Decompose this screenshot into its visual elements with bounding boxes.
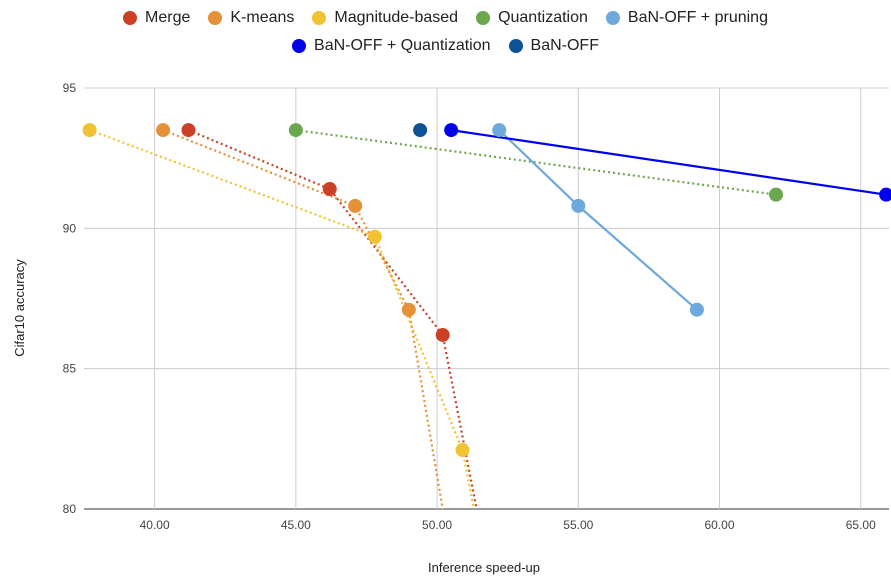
point-quantization xyxy=(769,187,784,202)
legend-label-ban-off: BaN-OFF xyxy=(530,37,599,54)
legend-item-ban-off-pruning: BaN-OFF + pruning xyxy=(605,9,768,27)
y-tick-label: 80 xyxy=(63,502,77,516)
legend-label-k-means: K-means xyxy=(230,9,295,26)
x-tick-label: 65.00 xyxy=(846,518,876,532)
legend-label-magnitude-based: Magnitude-based xyxy=(334,9,459,26)
point-k-means xyxy=(348,198,363,213)
point-merge xyxy=(322,182,337,197)
legend-item-merge: Merge xyxy=(123,9,190,27)
y-tick-label: 90 xyxy=(63,221,77,235)
legend-marker-quantization xyxy=(476,11,491,25)
point-ban-off-pruning xyxy=(571,198,586,213)
point-ban-off-quantization xyxy=(444,123,459,138)
series-lines xyxy=(89,129,887,509)
legend-item-quantization: Quantization xyxy=(476,9,588,27)
tick-labels: 80 85 90 95 40.00 45.00 50.00 55.00 60.00 65.00 xyxy=(63,81,876,532)
point-merge xyxy=(181,123,196,138)
point-ban-off xyxy=(413,123,428,138)
y-tick-label: 95 xyxy=(63,81,77,95)
legend-item-ban-off-quantization: BaN-OFF + Quantization xyxy=(292,37,491,55)
point-magnitude-based xyxy=(367,229,382,244)
legend: Merge K-means Magnitude-based Quantizati… xyxy=(0,4,891,60)
x-tick-label: 60.00 xyxy=(705,518,735,532)
point-ban-off-pruning xyxy=(689,302,704,317)
legend-marker-merge xyxy=(123,11,138,25)
series-line-ban-off-pruning xyxy=(498,129,698,311)
series-line-k-means xyxy=(162,129,444,509)
legend-label-merge: Merge xyxy=(145,9,191,26)
grid xyxy=(84,87,889,510)
point-k-means xyxy=(156,123,171,138)
legend-item-ban-off: BaN-OFF xyxy=(508,37,599,55)
legend-marker-k-means xyxy=(208,11,223,25)
y-tick-label: 85 xyxy=(63,362,77,376)
point-k-means xyxy=(401,302,416,317)
point-quantization xyxy=(288,123,303,138)
legend-row-2: BaN-OFF + Quantization BaN-OFF xyxy=(0,32,891,60)
y-axis-title: Cifar10 accuracy xyxy=(12,259,27,357)
legend-marker-ban-off-pruning xyxy=(605,11,620,25)
point-magnitude-based xyxy=(455,443,470,458)
legend-label-quantization: Quantization xyxy=(498,9,588,26)
data-points xyxy=(82,123,891,458)
legend-row-1: Merge K-means Magnitude-based Quantizati… xyxy=(0,4,891,32)
point-magnitude-based xyxy=(82,123,97,138)
series-line-ban-off-quantization xyxy=(451,129,887,196)
x-tick-label: 45.00 xyxy=(281,518,311,532)
legend-item-k-means: K-means xyxy=(208,9,294,27)
legend-item-magnitude-based: Magnitude-based xyxy=(312,9,458,27)
series-line-quantization xyxy=(295,129,777,196)
point-ban-off-pruning xyxy=(492,123,507,138)
legend-label-ban-off-quantization: BaN-OFF + Quantization xyxy=(314,37,491,54)
point-ban-off-quantization xyxy=(879,187,891,202)
x-tick-label: 40.00 xyxy=(140,518,170,532)
series-line-magnitude-based xyxy=(89,129,475,509)
x-tick-label: 55.00 xyxy=(563,518,593,532)
x-tick-label: 50.00 xyxy=(422,518,452,532)
legend-marker-ban-off xyxy=(508,39,523,53)
legend-marker-ban-off-quantization xyxy=(292,39,307,53)
x-axis-title: Inference speed-up xyxy=(428,560,540,575)
legend-marker-magnitude-based xyxy=(312,11,327,25)
series-line-merge xyxy=(188,129,478,509)
point-merge xyxy=(435,327,450,342)
legend-label-ban-off-pruning: BaN-OFF + pruning xyxy=(627,9,768,26)
